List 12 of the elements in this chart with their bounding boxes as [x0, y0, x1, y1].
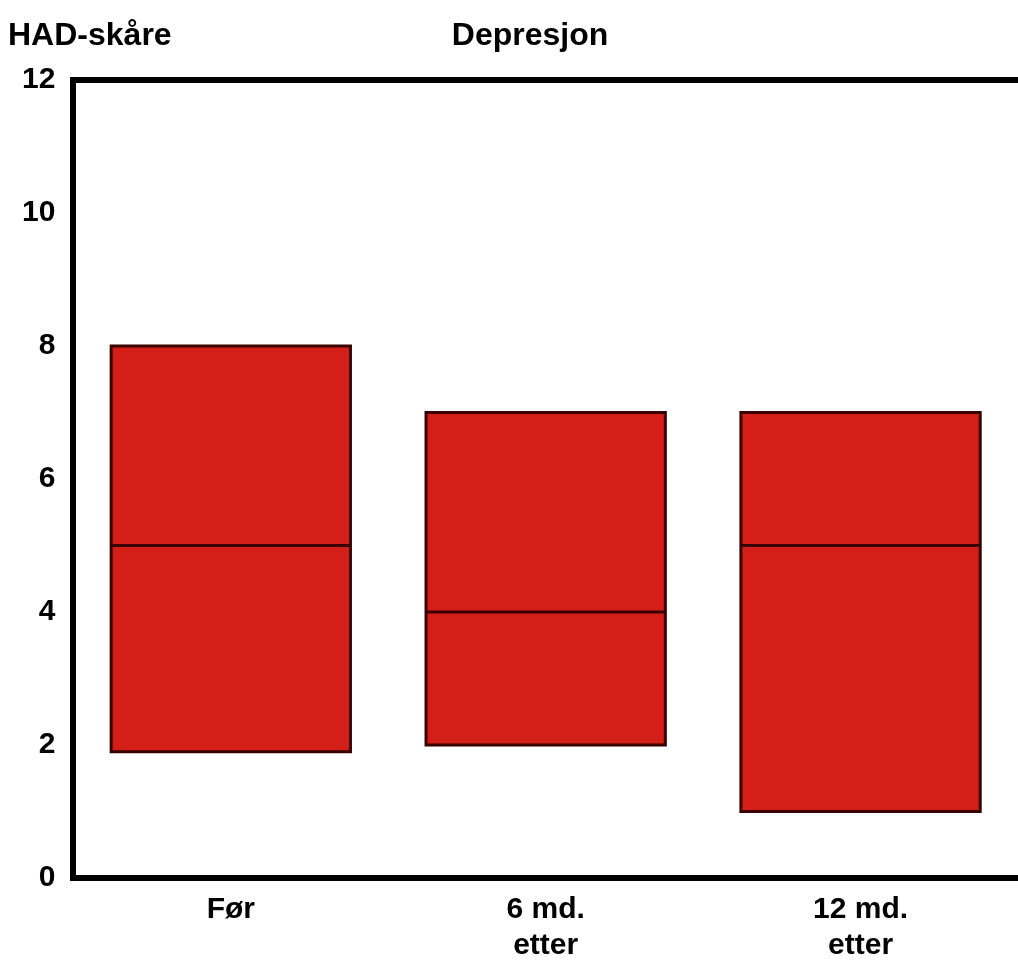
y-tick-label: 8	[38, 327, 56, 361]
y-axis-title: HAD-skåre	[8, 15, 172, 52]
x-tick-label: 6 md. etter	[506, 891, 585, 961]
x-tick-label: 12 md. etter	[813, 891, 909, 961]
chart-title: Depresjon	[451, 15, 609, 52]
y-tick-label: 0	[38, 859, 56, 893]
y-tick-label: 10	[21, 194, 56, 228]
x-tick-label: Før	[206, 891, 256, 925]
y-tick-label: 2	[38, 726, 56, 760]
y-tick-label: 12	[21, 61, 56, 95]
y-tick-label: 6	[38, 460, 56, 494]
y-tick-label: 4	[38, 593, 56, 627]
